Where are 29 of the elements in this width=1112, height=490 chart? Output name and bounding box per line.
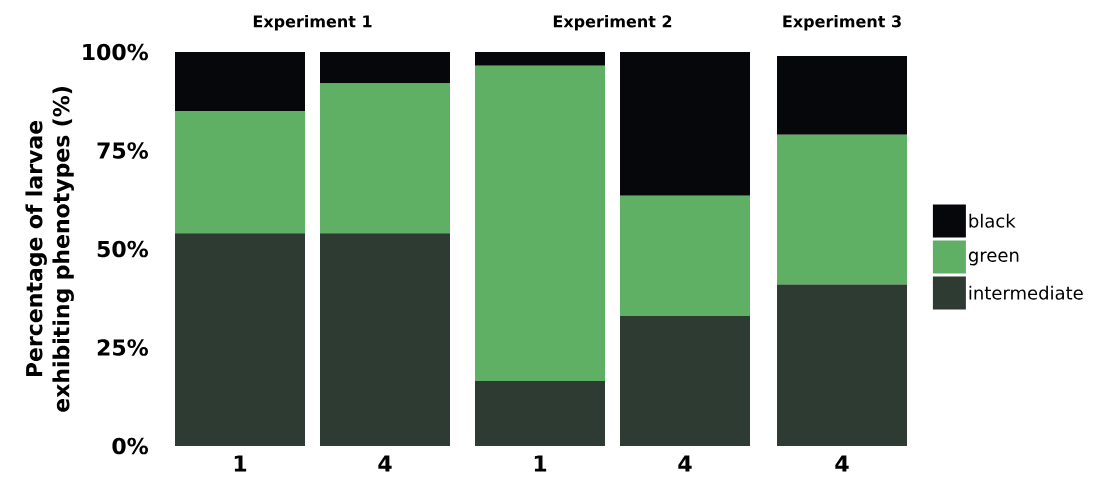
x-tick-label: 4 [835,455,849,472]
bar [475,52,606,66]
y-tick-label: 0% [112,437,149,455]
bar [620,195,751,316]
chart-title: Experiment 1 [253,15,372,31]
bar [320,83,450,234]
legend-label: intermediate [969,285,1083,300]
bar [620,315,751,446]
y-axis-title: Percentage of larvae exhibiting phenotypes (%) [25,87,74,412]
y-tick-label: 50% [97,240,149,258]
bar [320,233,450,446]
x-tick-label: 1 [534,455,547,472]
bar [320,52,450,84]
y-tick-label: 25% [97,339,149,356]
legend-label: green [968,251,1019,266]
x-tick-label: 4 [678,455,692,472]
y-tick-label: 100% [83,43,149,61]
bar [475,380,606,446]
chart-title: Experiment 3 [783,15,901,31]
y-tick-label: 75% [97,142,149,159]
bar [620,52,751,196]
bar [175,111,305,234]
x-tick-label: 4 [378,455,392,472]
chart-title: Experiment 2 [553,15,672,31]
bar [475,65,606,381]
bar [175,52,305,112]
bar [175,233,305,446]
legend-label: black [969,213,1016,228]
x-tick-label: 1 [234,455,247,472]
